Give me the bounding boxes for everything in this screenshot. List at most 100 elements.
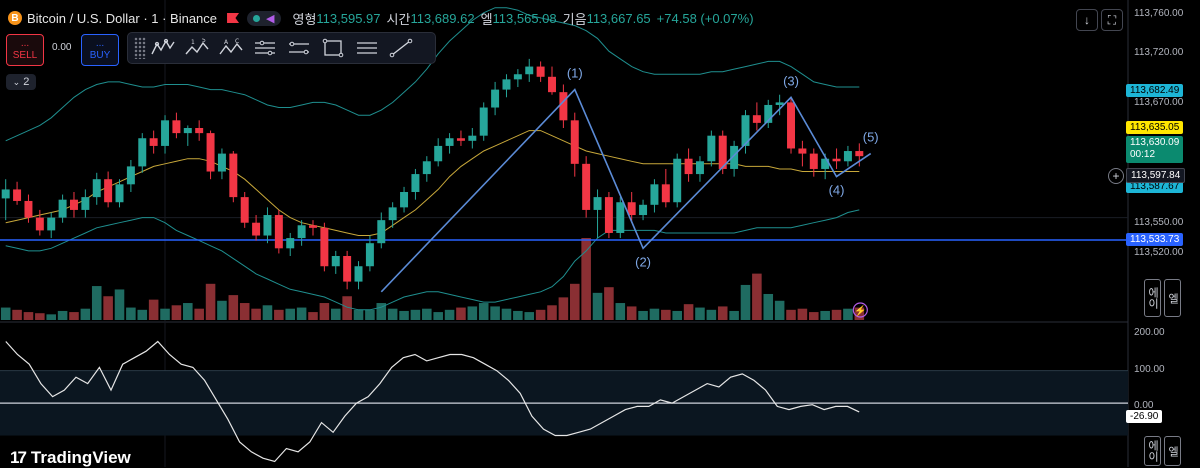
candle-body — [69, 199, 78, 210]
elliott-wave-label: (1) — [567, 66, 583, 81]
candle-body — [320, 227, 329, 267]
svg-text:A: A — [224, 39, 229, 46]
buy-button[interactable]: ... BUY — [81, 34, 119, 66]
volume-bar — [831, 309, 842, 320]
candle-body — [809, 153, 818, 169]
volume-bar — [217, 300, 227, 320]
volume-bar — [285, 308, 296, 320]
volume-bar — [35, 313, 45, 320]
volume-bar — [604, 287, 614, 320]
volume-bar — [160, 308, 170, 320]
volume-bar — [330, 308, 341, 320]
candle-body — [832, 158, 841, 162]
volume-bar — [717, 306, 728, 320]
volume-scale-auto-button[interactable]: 에이 — [1144, 279, 1161, 317]
osc-scale-log-button[interactable]: 엘 — [1164, 436, 1181, 466]
indicator-count-toggle[interactable]: ⌄ 2 — [6, 74, 36, 90]
volume-bar — [80, 308, 91, 320]
volume-bar — [148, 299, 159, 320]
candle-body — [548, 76, 556, 93]
horizontal-ray-icon[interactable] — [282, 35, 316, 61]
volume-bar — [444, 309, 455, 320]
candle-body — [661, 184, 670, 203]
volume-bar — [194, 308, 204, 320]
volume-bar — [353, 309, 364, 320]
ohlc-change: +74.58 (+0.07%) — [656, 10, 754, 26]
volume-bar — [365, 309, 375, 320]
buy-label: BUY — [89, 50, 111, 61]
candle-body — [1, 189, 10, 199]
volume-bar — [433, 312, 443, 320]
volume-bar — [649, 308, 660, 320]
add-alert-plus-icon[interactable]: + — [1108, 168, 1124, 184]
candle-body — [331, 256, 340, 267]
candle-body — [491, 89, 500, 108]
elliott-wave-label: (2) — [635, 254, 651, 269]
volume-bar — [57, 310, 68, 320]
price-tick: 113,720.00 — [1134, 47, 1184, 58]
candle-body — [502, 79, 511, 90]
svg-text:1: 1 — [191, 39, 195, 46]
symbol-title[interactable]: Bitcoin / U.S. Dollar · 1 · Binance — [27, 10, 218, 26]
trend-line-icon[interactable] — [384, 35, 418, 61]
osc-scale-auto-button[interactable]: 에이 — [1144, 436, 1161, 466]
rectangle-tool-icon[interactable] — [316, 35, 350, 61]
fullscreen-icon[interactable]: ⛶ — [1101, 9, 1123, 31]
tradingview-logo[interactable]: 17 TradingView — [10, 448, 131, 468]
candle-body — [445, 138, 454, 146]
candle-body — [217, 153, 226, 172]
volume-bar — [740, 284, 751, 320]
volume-bar — [638, 310, 648, 320]
volume-bar — [69, 312, 79, 320]
candle-body — [525, 66, 534, 75]
volume-bar — [308, 312, 318, 320]
price-tick: 113,760.00 — [1134, 8, 1184, 19]
volume-bar — [376, 303, 387, 320]
volume-bar — [501, 308, 512, 320]
parallel-channel-icon[interactable] — [350, 35, 384, 61]
volume-bar — [558, 297, 569, 320]
volume-bar — [410, 309, 421, 320]
volume-scale-log-button[interactable]: 엘 — [1164, 279, 1181, 317]
volume-bar — [626, 306, 637, 320]
volume-bar — [854, 307, 865, 320]
download-icon[interactable]: ↓ — [1076, 9, 1098, 31]
elliott-wave-tool-icon[interactable] — [146, 35, 180, 61]
cci-current-tag: -26.90 — [1126, 410, 1163, 423]
grip-icon[interactable] — [134, 37, 146, 59]
candle-body — [411, 174, 420, 192]
volume-bar — [399, 310, 409, 320]
candle-body — [354, 266, 363, 282]
candle-body — [570, 120, 579, 164]
path-tool-icon[interactable] — [248, 35, 282, 61]
candle-body — [81, 197, 90, 210]
volume-bar — [296, 307, 307, 320]
candle-body — [639, 204, 648, 216]
status-pill[interactable]: ◀ — [247, 10, 281, 26]
price-tick: 113,550.00 — [1134, 217, 1184, 228]
volume-bar — [12, 309, 22, 320]
candle-body — [456, 138, 465, 141]
volume-bar — [46, 314, 56, 320]
elliott-wave-label: (5) — [863, 130, 879, 145]
volume-bar — [91, 286, 102, 320]
candle-body — [775, 102, 784, 105]
horizontal-line-tag: 113,533.73 — [1126, 233, 1184, 246]
sell-button[interactable]: ... SELL — [6, 34, 44, 66]
volume-bar — [797, 308, 808, 320]
cci-line — [5, 340, 860, 463]
candle-body — [787, 102, 796, 149]
volume-bar — [137, 309, 148, 320]
candle-body — [741, 115, 750, 146]
candle-body — [695, 161, 704, 175]
ohlc-open-label: 영형 — [292, 11, 317, 27]
candle-body — [58, 199, 67, 218]
candle-body — [274, 215, 283, 249]
candle-body — [627, 202, 636, 216]
flag-icon[interactable] — [227, 13, 240, 23]
bollinger-lower-line — [5, 209, 860, 311]
upper-band-tag: 113,682.49 — [1126, 84, 1184, 97]
